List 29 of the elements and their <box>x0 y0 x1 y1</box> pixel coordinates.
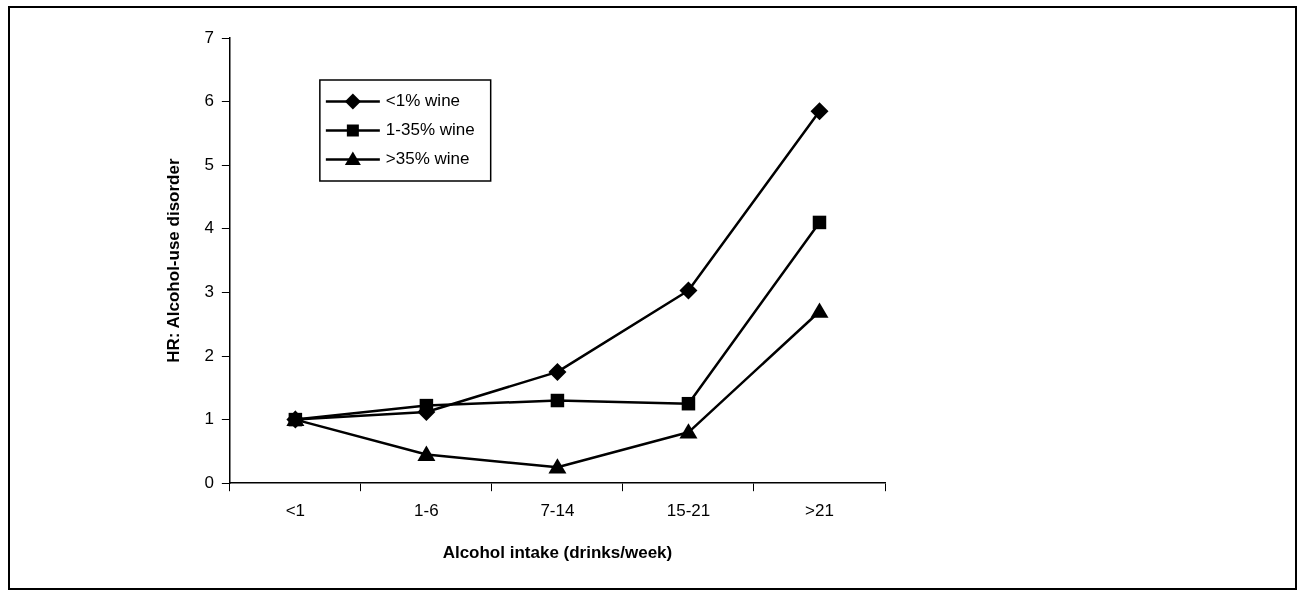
y-tick-label: 6 <box>204 91 214 111</box>
y-tick-label: 1 <box>204 409 214 429</box>
legend-label: <1% wine <box>385 91 461 111</box>
x-tick-label: >21 <box>805 501 834 521</box>
point <box>548 458 567 474</box>
y-tick-label: 4 <box>204 218 214 238</box>
point <box>417 445 436 461</box>
point <box>548 362 567 381</box>
y-axis-title: HR: Alcohol-use disorder <box>163 158 183 363</box>
y-tick-label: 5 <box>204 154 214 174</box>
x-tick-label: 15-21 <box>666 501 711 521</box>
point <box>550 393 565 408</box>
point <box>679 281 698 300</box>
point <box>419 398 434 413</box>
x-axis-title: Alcohol intake (drinks/week) <box>442 543 673 563</box>
y-tick-label: 7 <box>204 27 214 47</box>
point <box>810 102 829 121</box>
y-tick-label: 2 <box>204 345 214 365</box>
x-tick-label: 1-6 <box>414 501 439 521</box>
point <box>810 302 829 318</box>
x-tick-label: 7-14 <box>540 501 575 521</box>
legend-label: >35% wine <box>385 149 470 169</box>
point <box>812 215 827 230</box>
y-tick-label: 0 <box>204 472 214 492</box>
point <box>681 396 696 411</box>
point <box>679 423 698 439</box>
legend-label: 1-35% wine <box>385 120 475 140</box>
x-tick-label: <1 <box>285 501 306 521</box>
y-tick-label: 3 <box>204 282 214 302</box>
